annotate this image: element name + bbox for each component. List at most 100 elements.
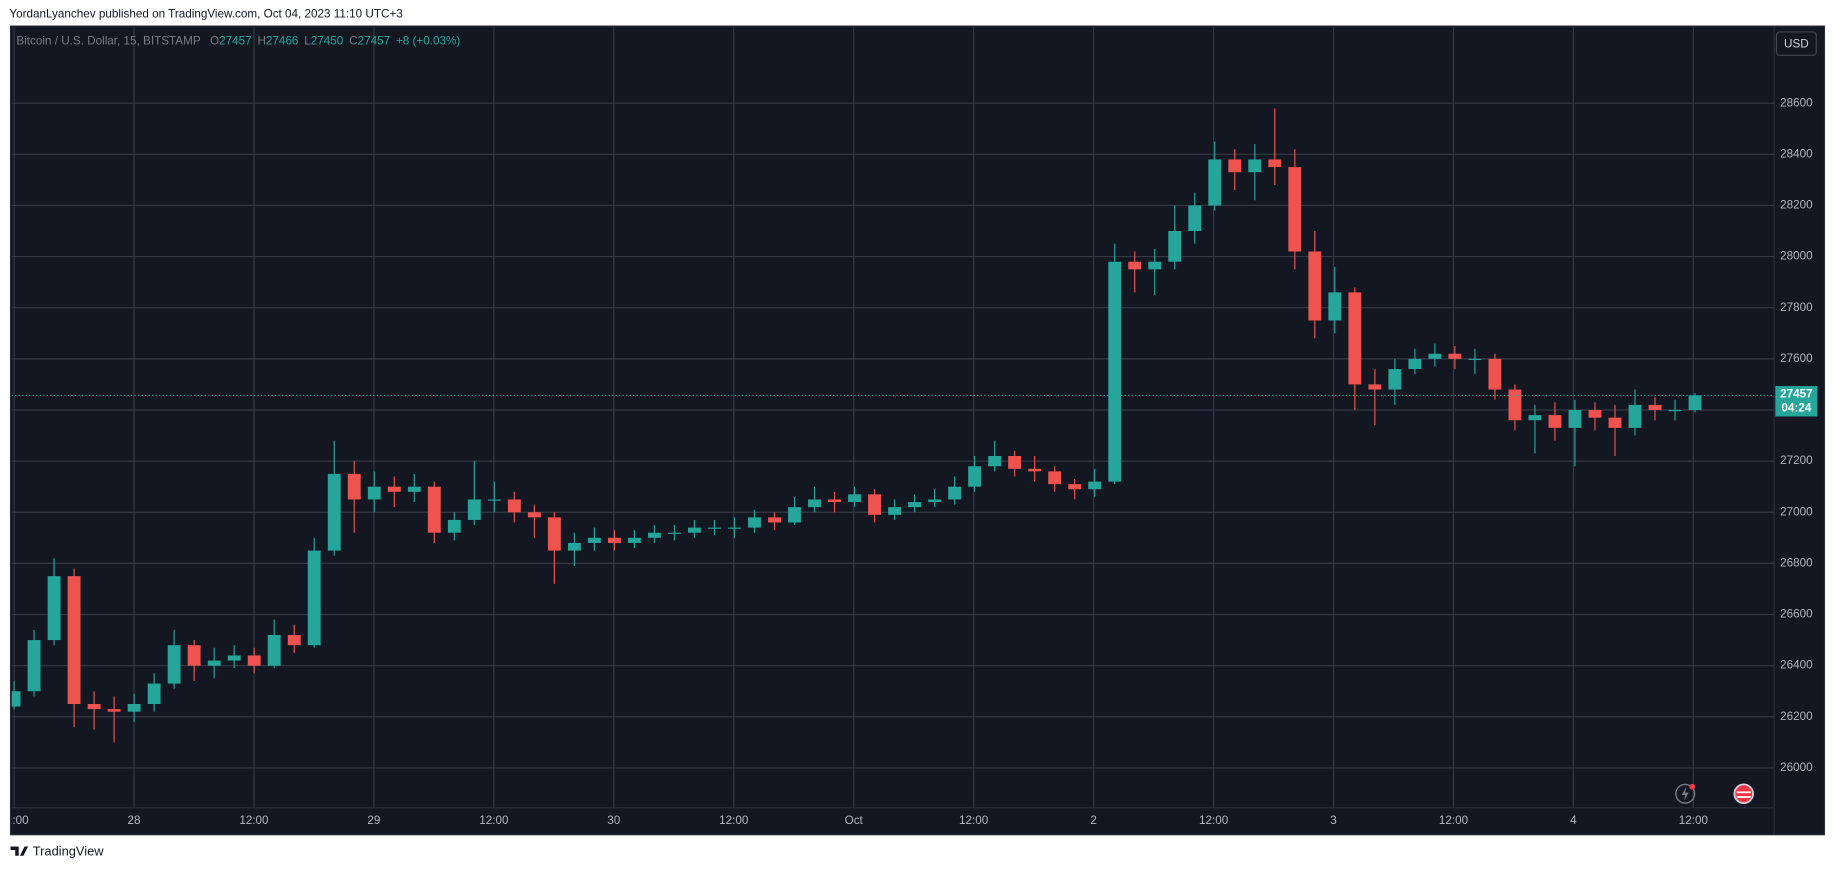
- candle-body: [667, 532, 681, 534]
- chart-frame: [9, 25, 1826, 836]
- candle-body: [1228, 159, 1242, 173]
- brand: TradingView: [10, 844, 104, 859]
- candle-body: [267, 634, 281, 666]
- y-tick-label: 27800: [1780, 301, 1813, 314]
- candle-body: [1008, 456, 1022, 469]
- price-axis: 2600026200264002660026800270002720027400…: [1780, 96, 1813, 774]
- y-tick-label: 26600: [1780, 608, 1813, 621]
- candle-body: [868, 494, 881, 515]
- candle-body: [1408, 358, 1422, 370]
- x-tick-label: 12:00: [1679, 814, 1709, 827]
- candle-body: [768, 517, 781, 523]
- time-axis: 12:00 28 12:00 29 12:00 30 12:00 Oct 12:00 2 12:00…: [0, 814, 1709, 827]
- candle-body: [1468, 358, 1482, 361]
- candle-body: [1088, 481, 1102, 490]
- flag-stripe: [1736, 791, 1751, 794]
- candle-body: [167, 645, 181, 684]
- candle-body: [327, 473, 341, 551]
- candle-body: [848, 494, 861, 503]
- candle-body: [247, 655, 261, 666]
- currency-button[interactable]: USD: [1775, 31, 1817, 56]
- candle-body: [1048, 471, 1062, 485]
- y-tick-label: 27000: [1780, 505, 1813, 518]
- candle-body: [487, 499, 501, 501]
- candle-body: [1308, 251, 1322, 321]
- brand-logo: [10, 846, 29, 856]
- x-tick-label: 12:00: [239, 814, 269, 827]
- x-tick-label: 12:00: [1439, 814, 1469, 827]
- candle-body: [627, 537, 641, 543]
- candle-body: [1648, 404, 1662, 410]
- candle-body: [427, 486, 441, 533]
- candle-body: [1588, 409, 1602, 418]
- candle-body: [27, 640, 41, 692]
- flag-stripe: [1736, 796, 1751, 798]
- candle-body: [107, 709, 121, 712]
- candle-body: [828, 499, 841, 503]
- candle-body: [1628, 404, 1642, 428]
- candle-body: [147, 683, 161, 705]
- x-tick-label: 12:00: [959, 814, 989, 827]
- legend-key: C: [349, 34, 357, 47]
- candle-body: [948, 486, 962, 500]
- legend-key: L: [304, 34, 311, 47]
- candle-body: [1548, 415, 1562, 428]
- candle-body: [287, 634, 301, 646]
- candle-body: [527, 512, 541, 518]
- x-tick-label: 28: [127, 814, 140, 827]
- last-price-label: 27457: [1780, 387, 1813, 400]
- x-tick-label: 12:00: [479, 814, 509, 827]
- candle-body: [11, 691, 21, 707]
- currency-label[interactable]: USD: [1784, 37, 1809, 50]
- chart-icons: [1675, 783, 1754, 805]
- lightning-bolt: [1681, 786, 1689, 801]
- legend-line: Bitcoin / U.S. Dollar, 15, BITSTAMP O2745…: [16, 34, 460, 47]
- symbol-title: Bitcoin / U.S. Dollar, 15, BITSTAMP: [16, 34, 200, 47]
- candle-body: [1208, 159, 1222, 206]
- lightning-icon[interactable]: [1675, 783, 1696, 804]
- x-tick-label: 12:00: [0, 814, 29, 827]
- candle-body: [387, 486, 401, 492]
- candle-body: [1108, 261, 1122, 482]
- candle-body: [1508, 389, 1522, 421]
- candle-body: [1428, 353, 1442, 359]
- candle-body: [1148, 261, 1162, 270]
- notification-dot: [1689, 783, 1696, 790]
- candle-body: [1328, 292, 1342, 321]
- candle-body: [968, 466, 982, 487]
- candle-body: [547, 517, 561, 551]
- y-tick-label: 28600: [1780, 96, 1813, 109]
- candle-body: [1168, 231, 1182, 262]
- candle-body: [647, 532, 661, 538]
- candle-body: [127, 704, 141, 712]
- x-tick-label: 4: [1570, 814, 1577, 827]
- candle-body: [748, 517, 761, 528]
- legend-key: O: [210, 34, 219, 47]
- candle-body: [1568, 409, 1582, 428]
- candle-body: [587, 537, 601, 543]
- y-tick-label: 27600: [1780, 352, 1813, 365]
- candle-body: [1288, 167, 1302, 252]
- legend-value: 27457: [219, 34, 252, 47]
- candle-body: [367, 486, 381, 500]
- x-tick-label: Oct: [845, 814, 864, 827]
- candle-body: [888, 507, 901, 515]
- candle-body: [1268, 159, 1282, 168]
- candle-body: [67, 576, 81, 705]
- candle-body: [728, 527, 741, 529]
- candle-body: [1448, 353, 1462, 359]
- last-price-tag: [1775, 386, 1818, 417]
- legend-value: 27466: [266, 34, 299, 47]
- candle-body: [407, 486, 421, 492]
- candle-body: [1688, 395, 1702, 410]
- candle-body: [87, 704, 101, 710]
- legend-key: H: [257, 34, 265, 47]
- candle-body: [708, 527, 721, 529]
- currency-box[interactable]: [1775, 31, 1817, 56]
- candle-body: [467, 499, 481, 520]
- candles: [11, 108, 1702, 743]
- flag-icon[interactable]: [1733, 783, 1754, 805]
- candle-body: [1028, 468, 1042, 472]
